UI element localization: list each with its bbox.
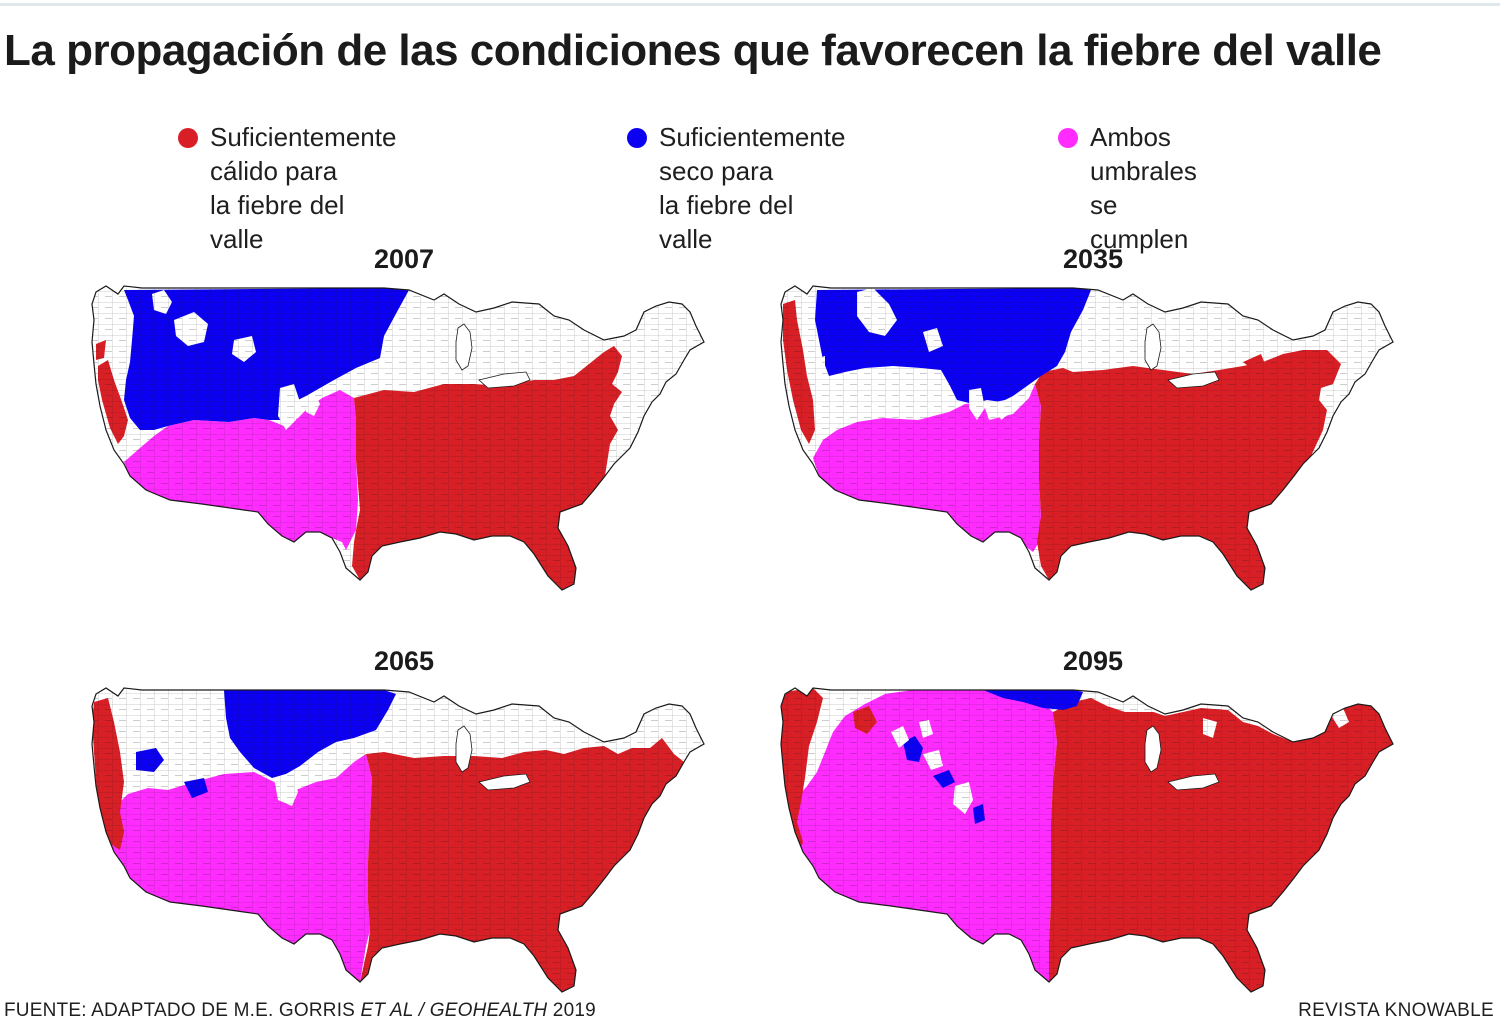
source-credit: FUENTE: ADAPTADO DE M.E. GORRIS ET AL / …: [4, 1000, 596, 1022]
map-regions: [781, 286, 1393, 590]
legend-swatch-warm: [178, 128, 198, 148]
great-lake: [1167, 773, 1220, 791]
county-borders: [92, 286, 704, 590]
county-borders: [781, 286, 1393, 590]
legend-swatch-dry: [627, 128, 647, 148]
legend-label-warm: Suficientemente cálido para la fiebre de…: [210, 122, 397, 254]
publisher-credit: REVISTA KNOWABLE: [1298, 1000, 1494, 1021]
great-lake: [1144, 725, 1162, 773]
map-panel-2007: 2007: [84, 244, 724, 630]
county-borders: [781, 688, 1393, 992]
great-lake: [1167, 371, 1220, 389]
panel-year-2095: 2095: [1062, 646, 1124, 676]
map-panel-2065: 2065: [84, 646, 724, 1032]
great-lake: [455, 323, 473, 371]
great-lake: [1144, 323, 1162, 371]
map-regions: [781, 688, 1393, 992]
map-panel-2095: 2095: [773, 646, 1413, 1032]
figure-title: La propagación de las condiciones que fa…: [4, 26, 1382, 75]
us-map-2007: [91, 285, 705, 591]
source-year: 2019: [547, 1000, 596, 1021]
panel-year-2007: 2007: [373, 244, 435, 274]
legend-label-both: Ambos umbrales se cumplen: [1090, 122, 1197, 254]
top-divider: [0, 3, 1500, 6]
county-borders: [92, 688, 704, 992]
great-lake: [455, 725, 473, 773]
map-panel-2035: 2035: [773, 244, 1413, 630]
map-regions: [92, 688, 704, 992]
us-map-2035: [780, 285, 1394, 591]
map-regions: [92, 286, 704, 590]
great-lake: [478, 773, 531, 791]
great-lake: [478, 371, 531, 389]
source-journal: ET AL / GEOHEALTH: [360, 1000, 548, 1021]
us-map-2095: [780, 687, 1394, 993]
panel-year-2065: 2065: [373, 646, 435, 676]
us-outline: [780, 687, 1394, 993]
us-outline: [780, 285, 1394, 591]
us-outline: [91, 285, 705, 591]
legend-swatch-both: [1058, 128, 1078, 148]
source-prefix: FUENTE: ADAPTADO DE M.E. GORRIS: [4, 1000, 361, 1021]
us-outline: [91, 687, 705, 993]
legend: Suficientemente cálido para la fiebre de…: [0, 120, 1500, 254]
us-map-2065: [91, 687, 705, 993]
legend-label-dry: Suficientemente seco para la fiebre del …: [659, 122, 846, 254]
panel-year-2035: 2035: [1062, 244, 1124, 274]
